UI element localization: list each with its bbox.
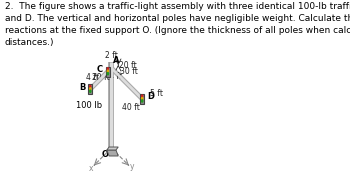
Text: O: O — [102, 150, 108, 159]
Circle shape — [107, 68, 108, 70]
Circle shape — [107, 70, 108, 72]
Polygon shape — [140, 94, 144, 104]
Circle shape — [90, 88, 91, 90]
Circle shape — [90, 90, 91, 92]
Circle shape — [141, 100, 143, 102]
Text: B: B — [79, 83, 85, 92]
Text: x: x — [89, 164, 94, 173]
Text: y: y — [130, 162, 134, 171]
Circle shape — [107, 73, 108, 75]
Text: 5 ft: 5 ft — [150, 89, 163, 98]
Circle shape — [141, 95, 143, 97]
Text: 2 ft: 2 ft — [105, 51, 118, 60]
Text: A: A — [113, 56, 120, 65]
Polygon shape — [107, 147, 118, 150]
Text: 40 ft: 40 ft — [122, 104, 140, 113]
Text: 20 ft: 20 ft — [92, 73, 110, 82]
Polygon shape — [107, 150, 118, 156]
Polygon shape — [88, 84, 92, 94]
Circle shape — [90, 85, 91, 88]
Text: 2.  The figure shows a traffic-light assembly with three identical 100-lb traffi: 2. The figure shows a traffic-light asse… — [5, 2, 350, 48]
Text: 100 lb: 100 lb — [76, 101, 102, 110]
Text: 4 ft: 4 ft — [110, 72, 122, 81]
Text: D: D — [147, 92, 154, 101]
Polygon shape — [106, 67, 110, 76]
Text: 4 ft: 4 ft — [85, 73, 99, 82]
Text: 20 ft: 20 ft — [119, 61, 137, 69]
Text: 30 ft: 30 ft — [120, 67, 138, 76]
Circle shape — [141, 97, 143, 100]
Text: C: C — [97, 65, 103, 74]
